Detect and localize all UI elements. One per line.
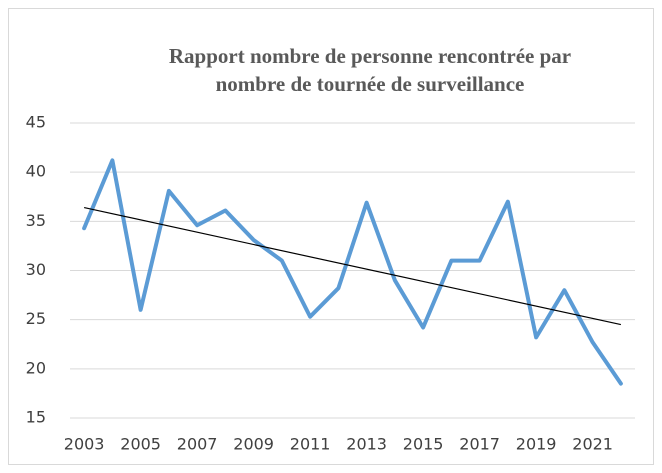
x-tick-label: 2017 [459,435,500,454]
y-tick-label: 45 [26,113,46,132]
data-line [82,158,623,386]
chart-border [8,8,654,465]
y-tick-label: 40 [26,162,46,181]
y-tick-label: 20 [26,358,46,377]
x-tick-label: 2007 [177,435,218,454]
chart-title: nombre de tournée de surveillance [216,72,525,96]
x-tick-label: 2015 [403,435,444,454]
x-tick-label: 2011 [290,435,331,454]
x-tick-label: 2019 [516,435,557,454]
chart-title: Rapport nombre de personne rencontrée pa… [169,44,571,68]
x-tick-label: 2021 [572,435,613,454]
x-tick-label: 2005 [120,435,161,454]
y-tick-label: 30 [26,260,46,279]
trendline [83,206,622,326]
y-tick-label: 15 [26,408,46,427]
x-tick-label: 2009 [233,435,274,454]
x-tick-label: 2013 [346,435,387,454]
x-tick-label: 2003 [64,435,105,454]
y-tick-label: 35 [26,211,46,230]
y-tick-label: 25 [26,309,46,328]
